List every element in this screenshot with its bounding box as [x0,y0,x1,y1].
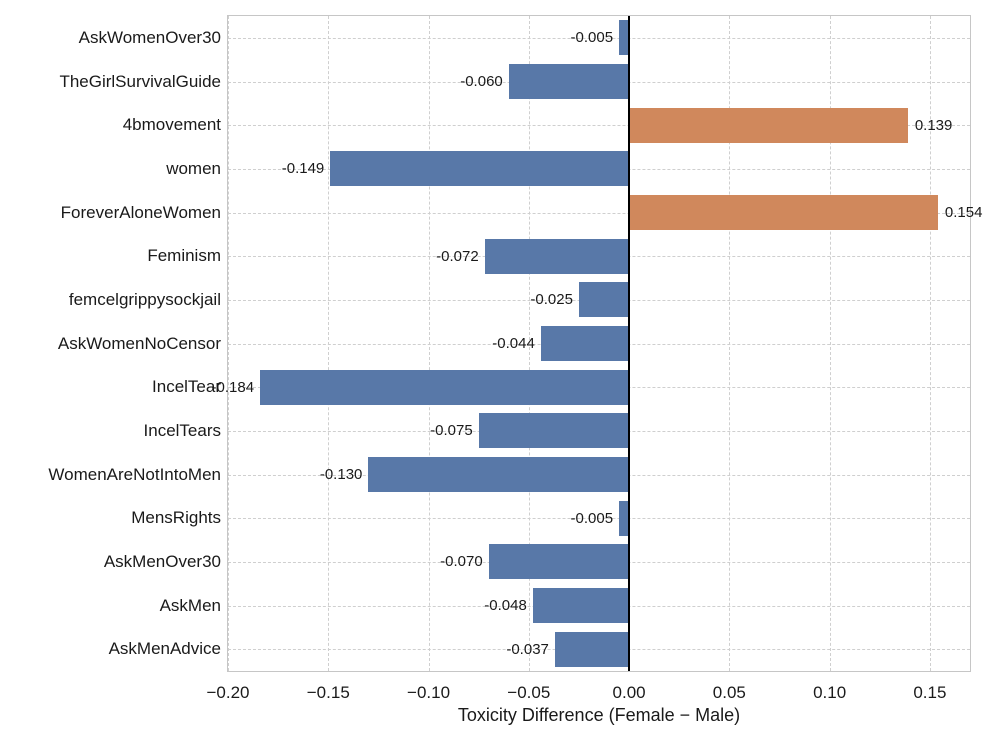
gridline-horizontal [228,518,970,520]
bar-IncelTears [478,413,630,449]
bar-ForeverAloneWomen [629,195,938,230]
value-label: -0.075 [430,422,473,440]
value-label: -0.184 [211,378,255,396]
y-tick-label-TheGirlSurvivalGuide: TheGirlSurvivalGuide [59,71,221,91]
bar-AskMen [532,588,630,623]
y-tick-label-femcelgrippysockjail: femcelgrippysockjail [68,289,221,309]
zero-reference-line [628,16,631,671]
value-label: -0.037 [506,640,549,658]
value-label: -0.149 [281,160,325,178]
x-tick-label: −0.15 [306,683,350,702]
bar-IncelTear [260,369,630,405]
bar-AskWomenOver30 [619,20,630,56]
value-label: 0.154 [944,204,983,221]
value-label: -0.060 [460,73,503,90]
value-label: -0.070 [440,553,483,571]
y-tick-label-AskMen: AskMen [159,595,221,615]
gridline-horizontal [228,125,970,127]
bar-MensRights [619,500,630,536]
y-tick-label-MensRights: MensRights [131,508,221,528]
x-tick-label: −0.10 [407,683,451,702]
y-tick-label-ForeverAloneWomen: ForeverAloneWomen [60,202,221,222]
x-tick-label: 0.10 [813,683,847,702]
gridline-horizontal [228,212,970,214]
value-label: -0.130 [319,466,363,483]
x-axis-label: Toxicity Difference (Female − Male) [457,705,741,725]
bar-AskMenOver30 [488,544,630,580]
value-label: 0.139 [914,116,953,134]
y-tick-label-women: women [166,158,221,178]
value-label: -0.025 [530,291,573,309]
x-tick-label: −0.20 [206,683,250,702]
bar-femcelgrippysockjail [578,282,630,318]
value-label: -0.005 [570,509,614,527]
x-tick-label: 0.00 [612,683,646,702]
bar-WomenAreNotIntoMen [368,457,630,492]
y-tick-label-AskMenOver30: AskMenOver30 [103,551,221,571]
x-tick-label: −0.05 [507,683,551,702]
value-label: -0.005 [570,29,614,47]
y-tick-label-Feminism: Feminism [147,246,221,266]
y-tick-label-4bmovement: 4bmovement [122,115,221,135]
y-tick-label-IncelTear: IncelTear [152,377,221,397]
y-tick-label-AskMenAdvice: AskMenAdvice [108,639,221,659]
bar-women [330,151,630,187]
bar-TheGirlSurvivalGuide [508,64,630,99]
bar-Feminism [484,238,630,274]
value-label: -0.048 [484,597,527,614]
y-tick-label-AskWomenNoCensor: AskWomenNoCensor [57,333,221,353]
y-tick-label-IncelTears: IncelTears [143,420,221,440]
y-tick-label-AskWomenOver30: AskWomenOver30 [78,27,221,47]
y-tick-label-WomenAreNotIntoMen: WomenAreNotIntoMen [48,464,221,484]
value-label: -0.072 [436,247,479,265]
x-tick-label: 0.05 [712,683,746,702]
x-tick-label: 0.15 [913,683,947,702]
bar-AskMenAdvice [554,631,630,667]
gridline-horizontal [228,37,970,39]
bar-4bmovement [629,107,908,143]
bar-AskWomenNoCensor [540,326,630,361]
value-label: -0.044 [492,335,535,352]
